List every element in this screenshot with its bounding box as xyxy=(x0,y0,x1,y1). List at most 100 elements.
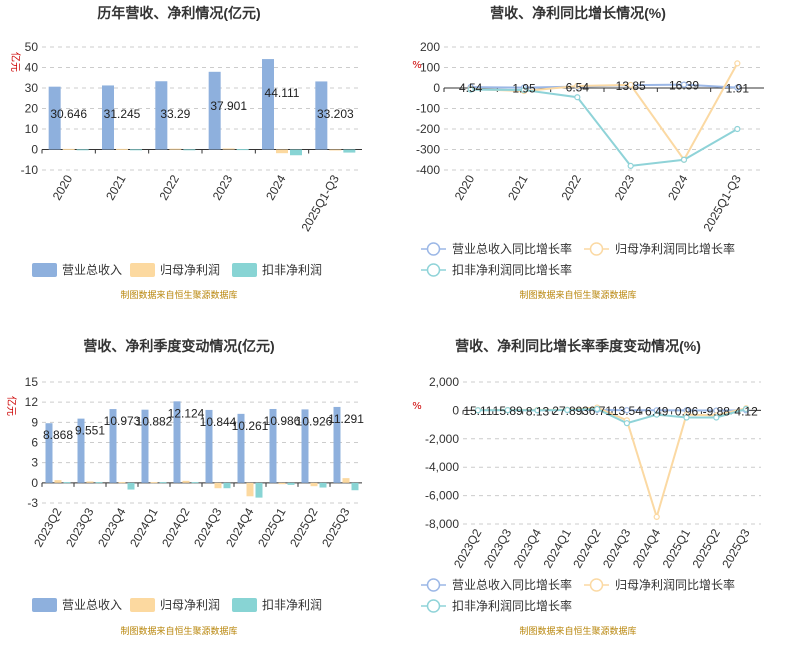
bar-parent-net-profit xyxy=(86,481,94,483)
chart-svg: 营收、净利同比增长率季度变动情况(%) -8,000 -6,000 -4,000 -2,… xyxy=(412,338,761,637)
bar-deducted-net-profit xyxy=(351,482,359,491)
y-tick-label: 0 xyxy=(31,476,38,490)
legend-marker xyxy=(426,263,441,277)
x-tick-label: 2025Q1 xyxy=(255,505,289,549)
y-tick-label: -200 xyxy=(416,122,440,136)
x-tick-label: 2025Q2 xyxy=(287,505,321,549)
line-data-label: 1.91 xyxy=(726,82,750,96)
legend-swatch xyxy=(32,263,57,277)
bar-parent-net-profit xyxy=(310,482,318,487)
x-tick-label: 2023 xyxy=(612,172,638,202)
chart-annual-growth-rates: 营收、净利同比增长情况(%) -400 -300 -200 -100 0 100 200% 20… xyxy=(399,0,797,323)
x-tick-label: 2023Q4 xyxy=(95,505,129,549)
line-data-label: 4.54 xyxy=(459,81,483,95)
line-data-label: 4.12 xyxy=(734,404,758,418)
y-tick-label: 20 xyxy=(25,102,39,116)
series-point xyxy=(734,84,741,91)
bar-deducted-net-profit xyxy=(191,482,199,484)
bar-parent-net-profit xyxy=(150,482,158,484)
bar-revenue xyxy=(301,409,309,483)
y-tick-label: 6 xyxy=(31,436,38,450)
bar-data-label: 10.926 xyxy=(296,414,333,428)
x-tick-label: 2023Q3 xyxy=(63,505,97,549)
bar-parent-net-profit xyxy=(62,148,75,150)
series-point xyxy=(574,82,581,90)
bar-revenue xyxy=(205,409,213,483)
source-note: 制图数据来自恒生聚源数据库 xyxy=(519,289,636,301)
y-tick-label: -4,000 xyxy=(425,460,459,474)
bar-data-label: 10.261 xyxy=(232,419,269,433)
x-tick-label: 2024 xyxy=(263,172,289,202)
chart-quarterly-revenue-profit: 营收、净利季度变动情况(亿元) -3 0 3 6 9 12 15 亿元 2023Q2 2023Q3 2… xyxy=(0,323,398,646)
y-tick-label: 0 xyxy=(452,403,459,417)
bar-deducted-net-profit xyxy=(127,482,135,490)
series-point xyxy=(680,156,688,163)
y-tick-label: 200 xyxy=(420,40,440,54)
series-line-parent-profit-growth xyxy=(477,406,747,521)
bar-parent-net-profit xyxy=(246,482,254,497)
bar-parent-net-profit xyxy=(329,149,342,151)
series-point xyxy=(623,407,630,414)
bar-deducted-net-profit xyxy=(236,149,249,151)
series-point xyxy=(474,407,482,414)
x-tick-label: 2020 xyxy=(452,172,478,202)
chart-svg: 营收、净利同比增长情况(%) -400 -300 -200 -100 0 100 200% 20… xyxy=(412,5,764,301)
bar-data-label: 10.882 xyxy=(136,415,173,429)
bar-revenue xyxy=(141,409,149,483)
y-tick-label: -2,000 xyxy=(425,432,459,446)
bar-revenue xyxy=(155,81,168,150)
legend-swatch xyxy=(130,598,155,612)
legend-label: 归母净利润 xyxy=(160,598,220,612)
bar-deducted-net-profit xyxy=(63,482,71,484)
y-tick-label: -3 xyxy=(27,496,38,510)
legend-label: 营业总收入同比增长率 xyxy=(452,241,572,256)
y-tick-label: 2,000 xyxy=(429,375,459,389)
x-tick-label: 2024Q2 xyxy=(159,505,193,549)
legend-label: 营业总收入 xyxy=(62,263,122,277)
bar-data-label: 33.29 xyxy=(160,107,190,121)
legend-swatch xyxy=(32,598,57,612)
series-line-deducted-profit-growth xyxy=(470,88,738,167)
bar-deducted-net-profit xyxy=(130,149,142,151)
y-tick-label: -300 xyxy=(416,143,440,157)
series-point xyxy=(653,411,660,418)
legend-label: 扣非净利润 xyxy=(262,598,322,612)
bar-data-label: 10.844 xyxy=(200,415,237,429)
chart-title: 历年营收、净利情况(亿元) xyxy=(97,5,260,21)
x-tick-label: 2020 xyxy=(50,172,76,202)
bar-revenue xyxy=(237,413,245,483)
series-point xyxy=(627,162,634,169)
series-point xyxy=(713,414,720,421)
y-tick-label: 40 xyxy=(25,61,39,75)
bar-deducted-net-profit xyxy=(343,149,356,153)
series-point xyxy=(743,405,750,413)
bar-deducted-net-profit xyxy=(255,482,263,498)
chart-title: 营收、净利同比增长率季度变动情况(%) xyxy=(455,338,701,354)
legend-label: 营业总收入 xyxy=(62,598,122,612)
bar-revenue xyxy=(77,418,85,483)
bar-parent-net-profit xyxy=(116,148,128,150)
legend-label: 归母净利润同比增长率 xyxy=(615,241,735,256)
series-point xyxy=(683,414,690,421)
bar-parent-net-profit xyxy=(182,480,190,483)
legend-marker xyxy=(426,242,441,256)
x-tick-label: 2024Q4 xyxy=(223,505,257,549)
bar-deducted-net-profit xyxy=(290,149,302,156)
line-data-label: 6.49 xyxy=(645,404,669,418)
legend-label: 扣非净利润同比增长率 xyxy=(452,262,572,277)
x-tick-label: 2025Q3 xyxy=(319,505,353,549)
chart-title: 营收、净利季度变动情况(亿元) xyxy=(83,338,274,354)
x-tick-label: 2025Q1-Q3 xyxy=(700,172,744,234)
bar-parent-net-profit xyxy=(278,482,286,485)
bar-deducted-net-profit xyxy=(287,482,295,485)
bar-revenue xyxy=(109,409,117,483)
legend-label: 扣非净利润 xyxy=(262,263,322,277)
bar-data-label: 10.986 xyxy=(264,414,301,428)
y-tick-label: 15 xyxy=(25,375,39,389)
y-tick-label: -400 xyxy=(416,163,440,177)
series-point xyxy=(594,405,601,413)
line-data-label: 0.96 xyxy=(675,404,699,418)
bar-data-label: 33.203 xyxy=(317,107,354,121)
series-point xyxy=(534,407,541,414)
series-point xyxy=(653,513,660,520)
